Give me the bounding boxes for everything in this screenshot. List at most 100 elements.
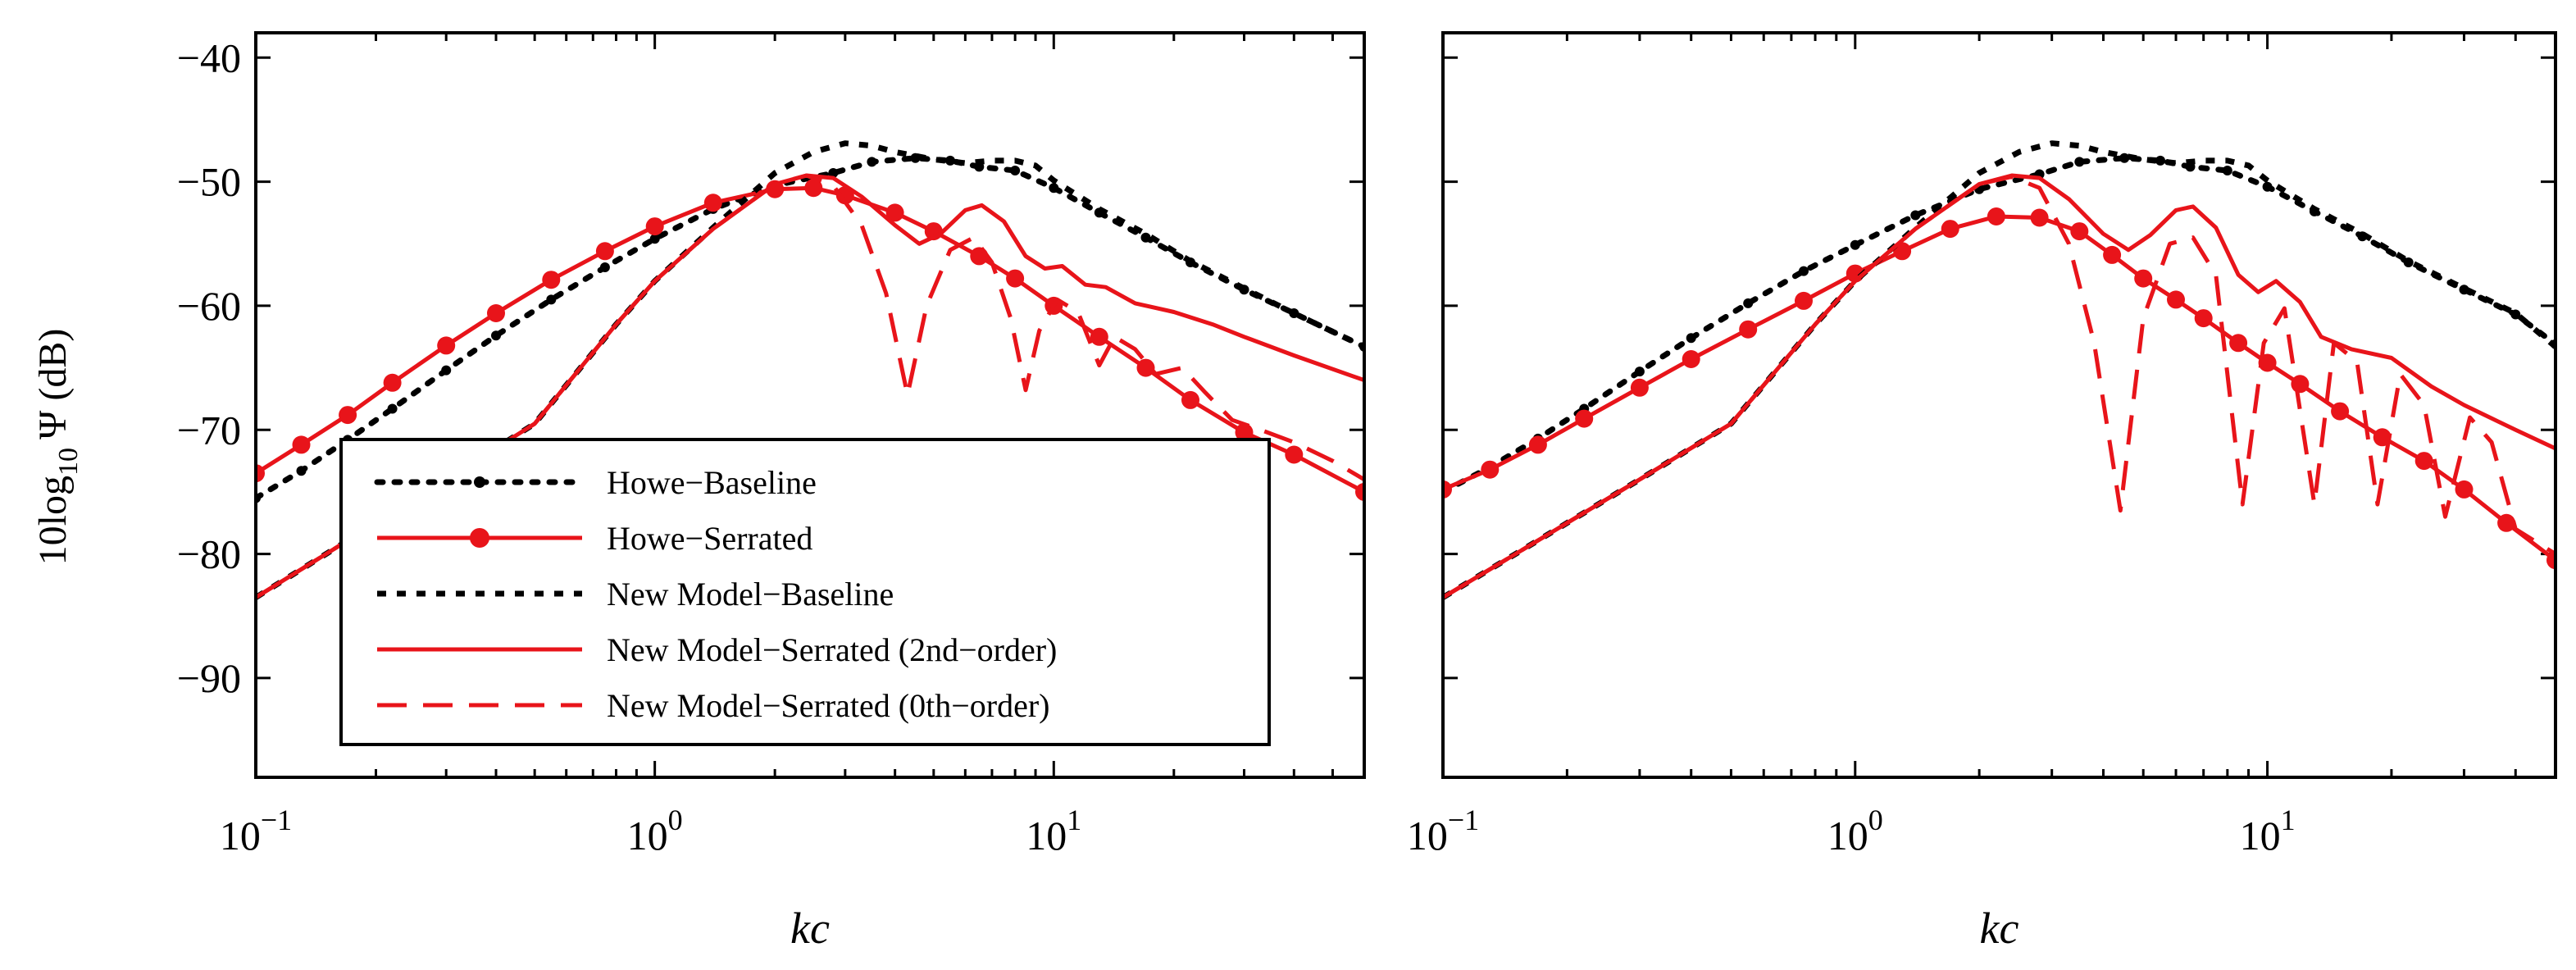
data-point — [542, 271, 561, 289]
data-point — [599, 262, 610, 272]
x-tick-label: 10−1 — [220, 804, 292, 858]
data-point — [703, 194, 722, 212]
legend-marker — [470, 528, 489, 548]
data-point — [2414, 452, 2433, 471]
x-axis-label: kc — [1980, 904, 2019, 953]
data-point — [1850, 239, 1860, 250]
data-point — [339, 406, 357, 425]
data-point — [441, 365, 452, 376]
right-panel: 10−1 100 101 kc — [1407, 31, 2557, 953]
legend-label: New Model−Serrated (0th−order) — [607, 687, 1050, 724]
data-point — [296, 466, 307, 476]
series-line — [1443, 214, 2556, 562]
series-line — [1443, 173, 2556, 599]
data-point — [487, 304, 505, 322]
data-point — [595, 242, 614, 261]
data-point — [1049, 183, 1059, 194]
data-point — [1355, 482, 1364, 501]
x-axis-label: kc — [790, 904, 830, 953]
x-tick-label: 101 — [2240, 804, 2296, 858]
data-point — [1136, 358, 1155, 377]
data-point — [1235, 423, 1254, 442]
data-point — [1941, 220, 1959, 239]
data-point — [2155, 155, 2165, 166]
data-point — [2331, 402, 2350, 421]
data-point — [1010, 166, 1021, 175]
data-point — [804, 179, 823, 198]
x-tick-label: 100 — [627, 804, 683, 858]
data-point — [1743, 298, 1754, 308]
data-point — [292, 435, 311, 454]
data-point — [2262, 181, 2273, 192]
data-point — [885, 203, 904, 222]
y-tick-label: −90 — [177, 655, 241, 701]
series-line — [1443, 175, 2556, 599]
y-tick-label: −70 — [177, 407, 241, 453]
data-point — [2229, 334, 2248, 353]
data-point — [1443, 480, 1452, 499]
data-point — [1575, 409, 1594, 428]
data-point — [2167, 290, 2185, 309]
data-point — [945, 155, 955, 166]
series-group — [256, 140, 1364, 600]
x-tick-label: 100 — [1827, 804, 1883, 858]
left-panel: −40 −50 −60 −70 −80 −90 10−1 100 101 kc — [177, 31, 1366, 953]
legend-label: Howe−Baseline — [607, 464, 817, 501]
x-tick-label: 101 — [1026, 804, 1081, 858]
data-point — [387, 403, 398, 414]
data-point — [649, 234, 660, 244]
data-point — [1181, 390, 1199, 409]
y-axis-title: 10log10 Ψ (dB) — [31, 329, 84, 566]
legend-marker — [474, 476, 485, 488]
x-tick-label: 10−1 — [1407, 804, 1479, 858]
legend-label: Howe−Serrated — [607, 520, 812, 557]
y-tick-label: −40 — [177, 34, 241, 80]
data-point — [1987, 207, 2005, 225]
y-label-prefix: 10log — [31, 476, 75, 565]
y-tick-label: −60 — [177, 283, 241, 329]
data-point — [2291, 375, 2310, 394]
data-point — [1090, 327, 1108, 346]
data-point — [2497, 513, 2516, 532]
data-point — [437, 336, 456, 355]
legend-label: New Model−Serrated (2nd−order) — [607, 631, 1057, 668]
data-point — [867, 157, 877, 167]
data-point — [2074, 157, 2085, 167]
data-point — [491, 330, 501, 341]
data-point — [1799, 266, 1809, 276]
data-point — [2222, 166, 2232, 175]
data-point — [1285, 445, 1304, 464]
y-label-sub: 10 — [53, 448, 84, 476]
data-point — [2455, 480, 2474, 499]
data-point — [1140, 232, 1151, 243]
data-point — [2070, 222, 2089, 241]
data-point — [1481, 460, 1500, 479]
data-point — [2194, 309, 2213, 328]
data-point — [256, 464, 265, 483]
legend: Howe−Baseline Howe−Serrated New Model−Base… — [339, 438, 1271, 746]
data-point — [1006, 269, 1025, 288]
data-point — [2510, 309, 2521, 320]
data-point — [2134, 269, 2153, 288]
data-point — [1528, 435, 1547, 454]
data-point — [1682, 350, 1700, 368]
y-tick-label: −80 — [177, 531, 241, 577]
plot-frame — [254, 31, 1366, 779]
y-axis-label: 10log10 Ψ (dB) — [31, 329, 84, 566]
data-point — [828, 168, 839, 178]
y-tick-label: −50 — [177, 159, 241, 205]
data-point — [645, 217, 664, 236]
y-label-psi: Ψ — [31, 410, 75, 439]
data-point — [383, 373, 402, 392]
data-point — [1739, 320, 1758, 339]
data-point — [2030, 208, 2049, 227]
data-point — [1634, 367, 1645, 377]
data-point — [546, 294, 557, 305]
legend-label: New Model−Baseline — [607, 576, 894, 613]
y-label-unit: (dB) — [31, 329, 75, 401]
data-point — [1795, 291, 1813, 310]
series-line — [256, 155, 1364, 501]
data-point — [2546, 551, 2556, 570]
data-point — [2119, 153, 2130, 163]
